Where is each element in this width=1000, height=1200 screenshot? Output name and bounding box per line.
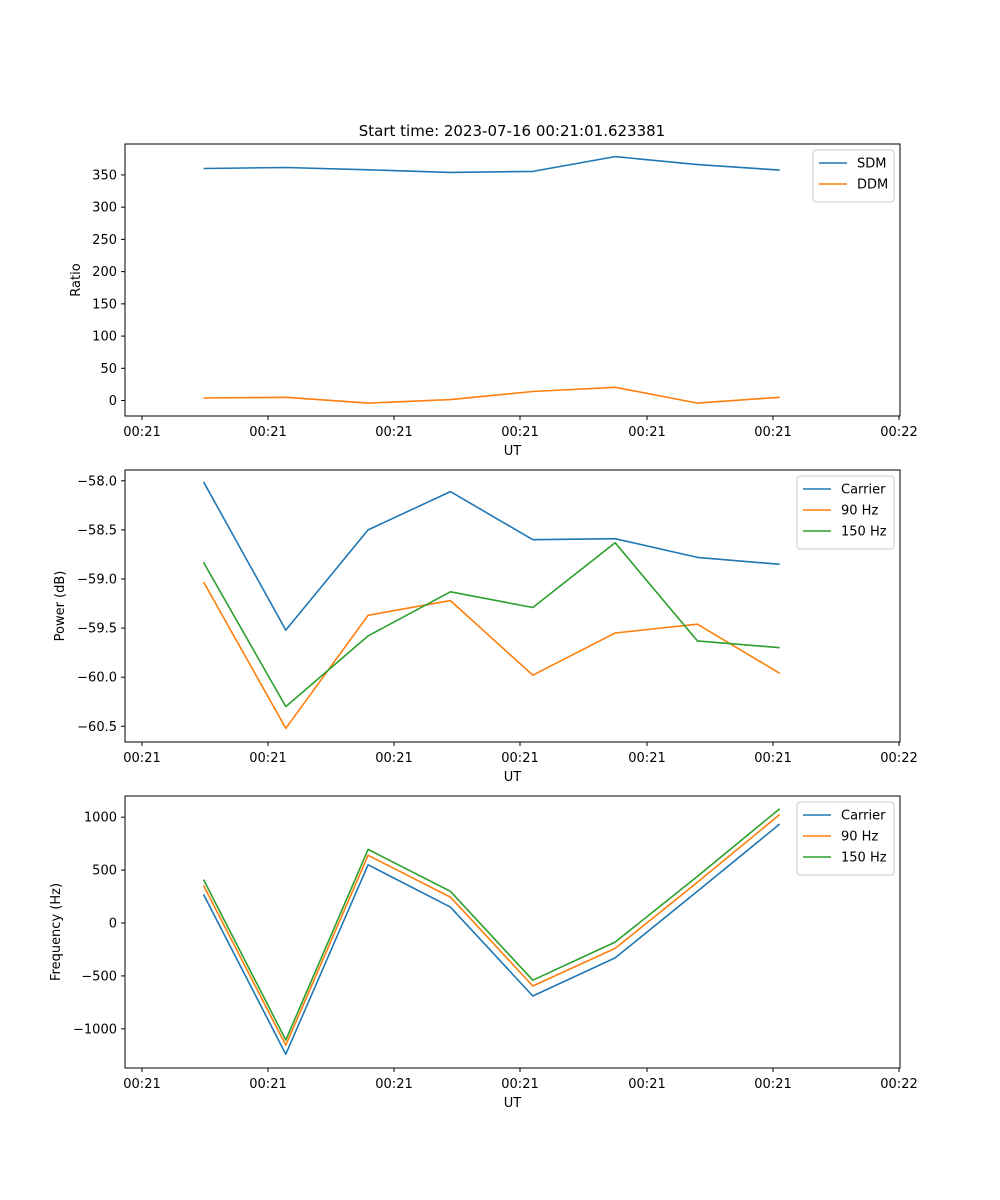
legend: SDM DDM xyxy=(812,149,895,203)
y-tick-label: 50 xyxy=(100,362,117,377)
series-line-90-hz xyxy=(202,813,781,1046)
y-tick-label: 150 xyxy=(92,297,117,312)
y-tick-label: −59.5 xyxy=(77,622,117,637)
x-tick-label: 00:21 xyxy=(628,1077,665,1092)
legend-label: 90 Hz xyxy=(841,830,878,845)
x-tick-label: 00:21 xyxy=(754,1077,791,1092)
y-tick-label: 250 xyxy=(92,233,117,248)
x-axis-label: UT xyxy=(504,1096,522,1111)
legend-label: DDM xyxy=(857,178,888,193)
legend-label: 150 Hz xyxy=(841,851,887,866)
series-line-ddm xyxy=(203,386,780,404)
series-line-sdm xyxy=(203,155,780,174)
legend-label: Carrier xyxy=(841,483,886,498)
x-tick-label: 00:21 xyxy=(375,751,412,766)
x-tick-label: 00:21 xyxy=(501,1077,538,1092)
legend: Carrier 90 Hz 150 Hz xyxy=(796,801,895,876)
axes-frame xyxy=(124,143,901,417)
y-axis-label: Frequency (Hz) xyxy=(49,883,64,981)
y-tick-label: −500 xyxy=(81,969,117,984)
y-tick-label: −58.0 xyxy=(77,474,117,489)
legend: Carrier 90 Hz 150 Hz xyxy=(796,475,895,550)
series-line-carrier xyxy=(202,481,780,631)
axes-frame xyxy=(124,469,901,743)
y-tick-label: 300 xyxy=(92,201,117,216)
x-tick-label: 00:21 xyxy=(249,1077,286,1092)
y-tick-label: 0 xyxy=(109,917,117,932)
y-tick-label: −60.0 xyxy=(77,671,117,686)
ratio-plot: 0 50 100 150 200 250 300 350 00:21 00:21 00:21 00:2… xyxy=(69,143,918,459)
series-line-150-hz xyxy=(202,808,781,1041)
x-tick-label: 00:21 xyxy=(123,1077,160,1092)
y-tick-label: −60.5 xyxy=(77,720,117,735)
y-tick-label: 0 xyxy=(109,394,117,409)
x-tick-label: 00:21 xyxy=(123,751,160,766)
frequency-plot: 1000 500 0 −500 −1000 00:21 00:21 00:21 00:21 00:… xyxy=(49,795,918,1111)
y-tick-label: 200 xyxy=(92,265,117,280)
x-axis-label: UT xyxy=(504,770,522,785)
power-plot: −58.0 −58.5 −59.0 −59.5 −60.0 −60.5 00:21 00:21… xyxy=(53,469,918,785)
legend-label: 150 Hz xyxy=(841,525,887,540)
y-tick-label: −58.5 xyxy=(77,523,117,538)
x-tick-label: 00:22 xyxy=(880,751,917,766)
x-tick-label: 00:21 xyxy=(754,425,791,440)
x-tick-label: 00:21 xyxy=(375,1077,412,1092)
x-tick-label: 00:22 xyxy=(880,1077,917,1092)
legend-label: Carrier xyxy=(841,809,886,824)
x-tick-label: 00:21 xyxy=(249,425,286,440)
y-tick-label: 350 xyxy=(92,168,117,183)
x-tick-label: 00:21 xyxy=(754,751,791,766)
axes-frame xyxy=(124,795,901,1069)
x-tick-label: 00:21 xyxy=(628,425,665,440)
y-axis-label: Ratio xyxy=(69,263,84,296)
y-tick-label: 100 xyxy=(92,330,117,345)
series-line-150-hz xyxy=(202,541,780,708)
x-tick-label: 00:21 xyxy=(123,425,160,440)
y-axis-label: Power (dB) xyxy=(53,571,68,642)
x-tick-label: 00:21 xyxy=(249,751,286,766)
x-tick-label: 00:21 xyxy=(375,425,412,440)
x-axis-label: UT xyxy=(504,444,522,459)
x-tick-label: 00:22 xyxy=(880,425,917,440)
figure-title: Start time: 2023-07-16 00:21:01.623381 xyxy=(359,122,665,140)
y-tick-label: −59.0 xyxy=(77,572,117,587)
x-tick-label: 00:21 xyxy=(628,751,665,766)
y-tick-label: 1000 xyxy=(84,811,117,826)
series-line-carrier xyxy=(202,823,781,1055)
y-tick-label: 500 xyxy=(92,864,117,879)
x-tick-label: 00:21 xyxy=(501,425,538,440)
legend-label: 90 Hz xyxy=(841,504,878,519)
x-tick-label: 00:21 xyxy=(501,751,538,766)
y-tick-label: −1000 xyxy=(73,1022,117,1037)
legend-label: SDM xyxy=(857,157,886,172)
